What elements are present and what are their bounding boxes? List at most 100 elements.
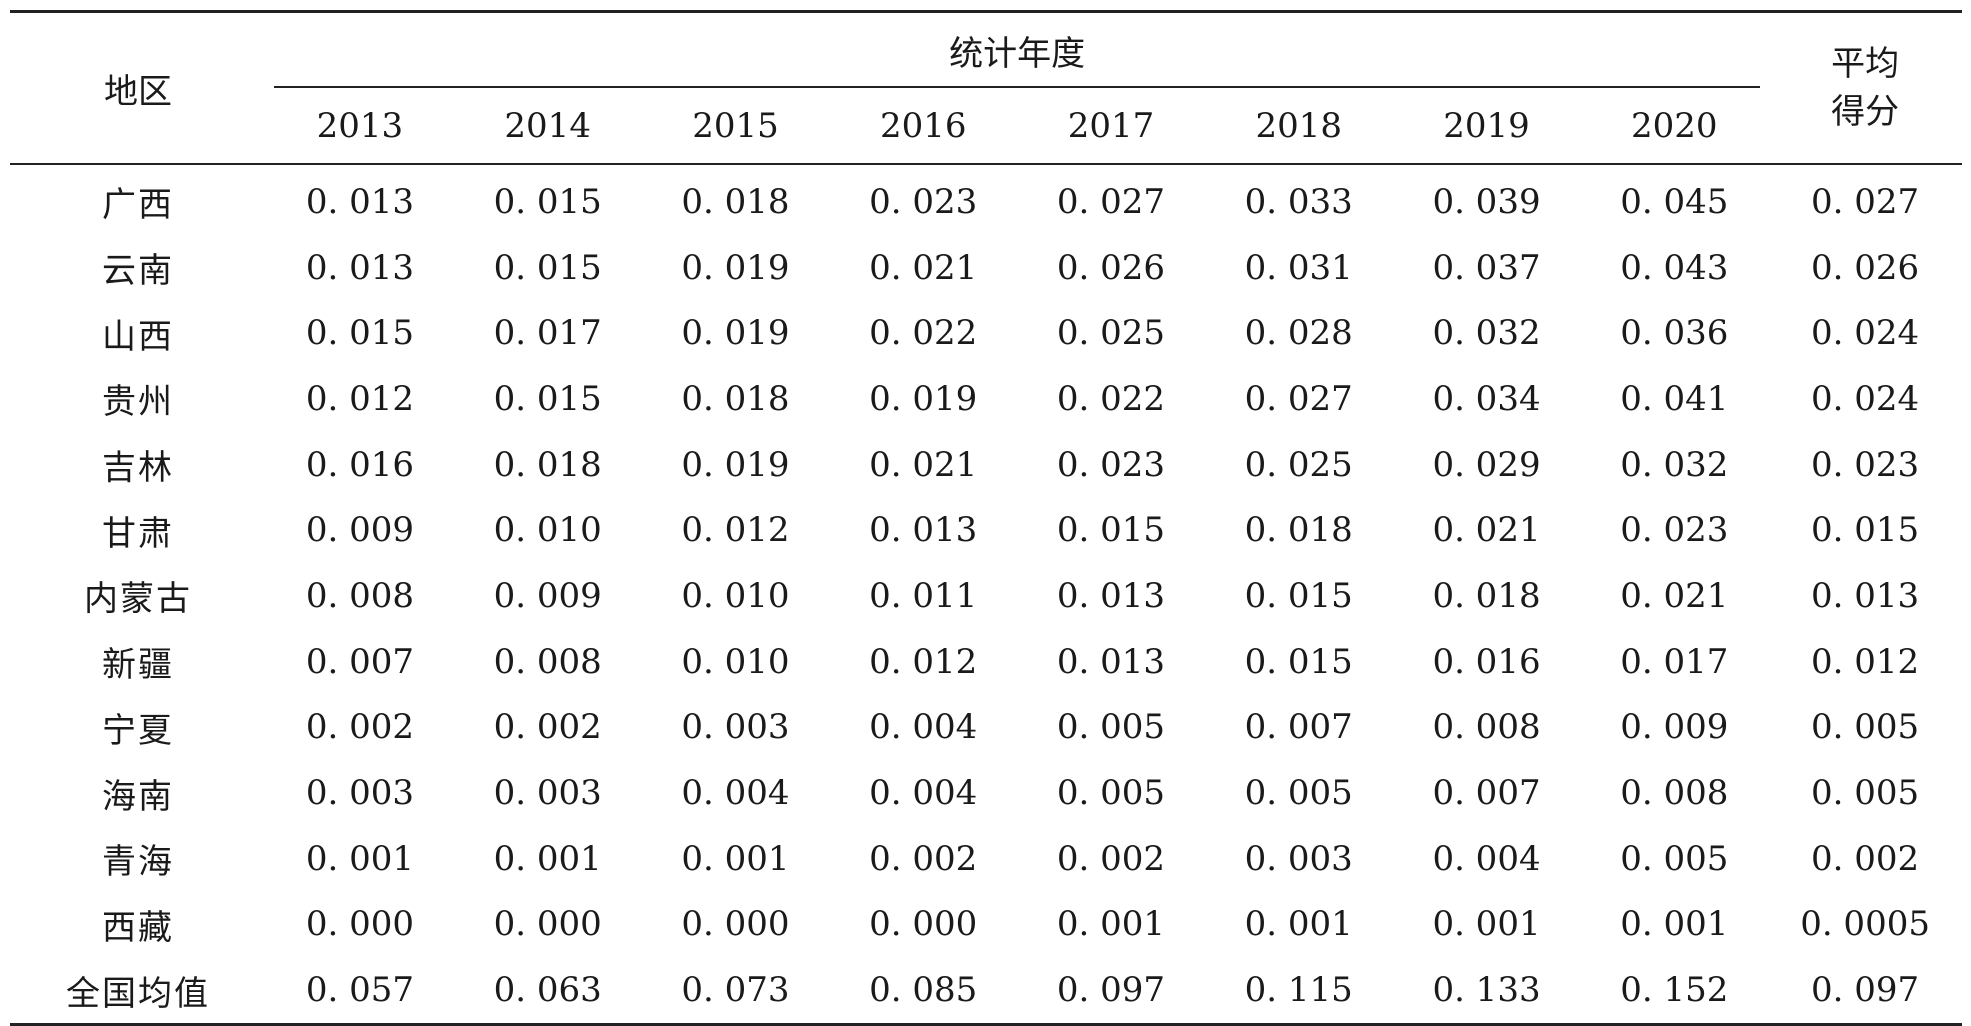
score-cell: 0. 000 bbox=[493, 904, 602, 945]
score-cell: 0. 033 bbox=[1244, 181, 1353, 222]
average-score-header-line1: 平均 bbox=[1831, 44, 1900, 84]
region-cell: 广西 bbox=[102, 185, 175, 226]
score-cell: 0. 004 bbox=[869, 773, 978, 814]
score-cell: 0. 023 bbox=[1056, 444, 1166, 485]
year-header: 2016 bbox=[829, 88, 1018, 165]
score-cell: 0. 026 bbox=[1056, 247, 1166, 288]
score-cell: 0. 010 bbox=[681, 641, 790, 682]
score-cell: 0. 012 bbox=[869, 641, 978, 682]
average-score-cell: 0. 027 bbox=[1811, 181, 1920, 222]
year-header: 2018 bbox=[1204, 88, 1393, 165]
region-cell: 云南 bbox=[102, 251, 175, 292]
score-cell: 0. 018 bbox=[681, 181, 790, 222]
average-score-header: 平均 得分 bbox=[1768, 10, 1962, 165]
score-cell: 0. 019 bbox=[681, 444, 790, 485]
year-header: 2017 bbox=[1017, 88, 1205, 165]
score-cell: 0. 037 bbox=[1432, 247, 1541, 288]
score-table-container: 地区 统计年度 平均 得分 2013 2014 2015 2016 2017 2… bbox=[10, 10, 1962, 1026]
average-score-cell: 0. 023 bbox=[1811, 444, 1920, 485]
score-cell: 0. 015 bbox=[1056, 510, 1166, 551]
score-cell: 0. 001 bbox=[1432, 904, 1541, 945]
score-cell: 0. 115 bbox=[1204, 957, 1393, 1026]
table-row: 海南 0. 003 0. 003 0. 004 0. 004 0. 005 0. 005 0.… bbox=[10, 760, 1962, 826]
score-cell: 0. 027 bbox=[1244, 378, 1353, 419]
year-group-header: 统计年度 bbox=[266, 10, 1769, 88]
average-score-header-line2: 得分 bbox=[1831, 92, 1900, 132]
score-cell: 0. 021 bbox=[869, 444, 978, 485]
table-row: 山西 0. 015 0. 017 0. 019 0. 022 0. 025 0. 028 0.… bbox=[10, 300, 1962, 366]
region-cell: 西藏 bbox=[102, 907, 175, 948]
average-score-cell: 0. 026 bbox=[1811, 247, 1920, 288]
region-cell: 贵州 bbox=[102, 382, 175, 423]
score-cell: 0. 005 bbox=[1056, 707, 1166, 748]
score-cell: 0. 003 bbox=[493, 773, 602, 814]
score-cell: 0. 036 bbox=[1620, 313, 1729, 354]
average-score-cell: 0. 002 bbox=[1811, 838, 1920, 879]
score-cell: 0. 000 bbox=[869, 904, 978, 945]
score-cell: 0. 019 bbox=[681, 313, 790, 354]
score-cell: 0. 009 bbox=[305, 510, 414, 551]
average-score-cell: 0. 024 bbox=[1811, 378, 1920, 419]
average-score-cell: 0. 005 bbox=[1811, 707, 1920, 748]
score-cell: 0. 018 bbox=[1244, 510, 1353, 551]
score-cell: 0. 001 bbox=[1244, 904, 1353, 945]
score-cell: 0. 018 bbox=[1432, 575, 1541, 616]
table-row: 宁夏 0. 002 0. 002 0. 003 0. 004 0. 005 0. 007 0.… bbox=[10, 695, 1962, 761]
score-cell: 0. 007 bbox=[1244, 707, 1353, 748]
score-cell: 0. 018 bbox=[681, 378, 790, 419]
score-cell: 0. 013 bbox=[1056, 575, 1166, 616]
score-cell: 0. 045 bbox=[1620, 181, 1729, 222]
score-cell: 0. 022 bbox=[1056, 378, 1166, 419]
score-cell: 0. 002 bbox=[869, 838, 978, 879]
score-cell: 0. 002 bbox=[493, 707, 602, 748]
average-score-cell: 0. 012 bbox=[1811, 641, 1920, 682]
score-cell: 0. 022 bbox=[869, 313, 978, 354]
score-cell: 0. 001 bbox=[305, 838, 414, 879]
score-cell: 0. 018 bbox=[493, 444, 602, 485]
score-cell: 0. 007 bbox=[1432, 773, 1541, 814]
score-cell: 0. 004 bbox=[1432, 838, 1541, 879]
score-cell: 0. 063 bbox=[453, 957, 642, 1026]
year-header: 2020 bbox=[1580, 88, 1769, 165]
table-row: 吉林 0. 016 0. 018 0. 019 0. 021 0. 023 0. 025 0.… bbox=[10, 432, 1962, 498]
table-row: 贵州 0. 012 0. 015 0. 018 0. 019 0. 022 0. 027 0.… bbox=[10, 366, 1962, 432]
score-cell: 0. 021 bbox=[1432, 510, 1541, 551]
average-score-cell: 0. 015 bbox=[1811, 510, 1920, 551]
score-cell: 0. 032 bbox=[1432, 313, 1541, 354]
score-cell: 0. 039 bbox=[1432, 181, 1541, 222]
year-header: 2014 bbox=[453, 88, 642, 165]
score-cell: 0. 016 bbox=[305, 444, 414, 485]
score-cell: 0. 019 bbox=[869, 378, 978, 419]
score-cell: 0. 004 bbox=[869, 707, 978, 748]
score-cell: 0. 097 bbox=[1017, 957, 1205, 1026]
score-cell: 0. 008 bbox=[305, 575, 414, 616]
score-cell: 0. 003 bbox=[1244, 838, 1353, 879]
score-cell: 0. 001 bbox=[1056, 904, 1166, 945]
score-cell: 0. 010 bbox=[681, 575, 790, 616]
score-cell: 0. 004 bbox=[681, 773, 790, 814]
score-cell: 0. 152 bbox=[1580, 957, 1769, 1026]
score-cell: 0. 025 bbox=[1056, 313, 1166, 354]
score-cell: 0. 013 bbox=[869, 510, 978, 551]
average-score-cell: 0. 005 bbox=[1811, 773, 1920, 814]
table-row: 西藏 0. 000 0. 000 0. 000 0. 000 0. 001 0. 001 0.… bbox=[10, 892, 1962, 958]
score-cell: 0. 032 bbox=[1620, 444, 1729, 485]
score-cell: 0. 003 bbox=[305, 773, 414, 814]
score-cell: 0. 027 bbox=[1056, 181, 1166, 222]
score-cell: 0. 021 bbox=[869, 247, 978, 288]
year-header: 2013 bbox=[266, 88, 454, 165]
score-cell: 0. 010 bbox=[493, 510, 602, 551]
score-cell: 0. 015 bbox=[493, 181, 602, 222]
region-cell: 全国均值 bbox=[10, 957, 267, 1026]
region-cell: 甘肃 bbox=[102, 513, 175, 554]
region-cell: 青海 bbox=[102, 842, 175, 883]
score-cell: 0. 007 bbox=[305, 641, 414, 682]
score-cell: 0. 005 bbox=[1056, 773, 1166, 814]
score-cell: 0. 009 bbox=[1620, 707, 1729, 748]
score-cell: 0. 023 bbox=[1620, 510, 1729, 551]
score-cell: 0. 000 bbox=[681, 904, 790, 945]
score-cell: 0. 015 bbox=[305, 313, 414, 354]
score-cell: 0. 015 bbox=[493, 378, 602, 419]
score-cell: 0. 001 bbox=[1620, 904, 1729, 945]
year-group-header-label: 统计年度 bbox=[949, 34, 1086, 74]
